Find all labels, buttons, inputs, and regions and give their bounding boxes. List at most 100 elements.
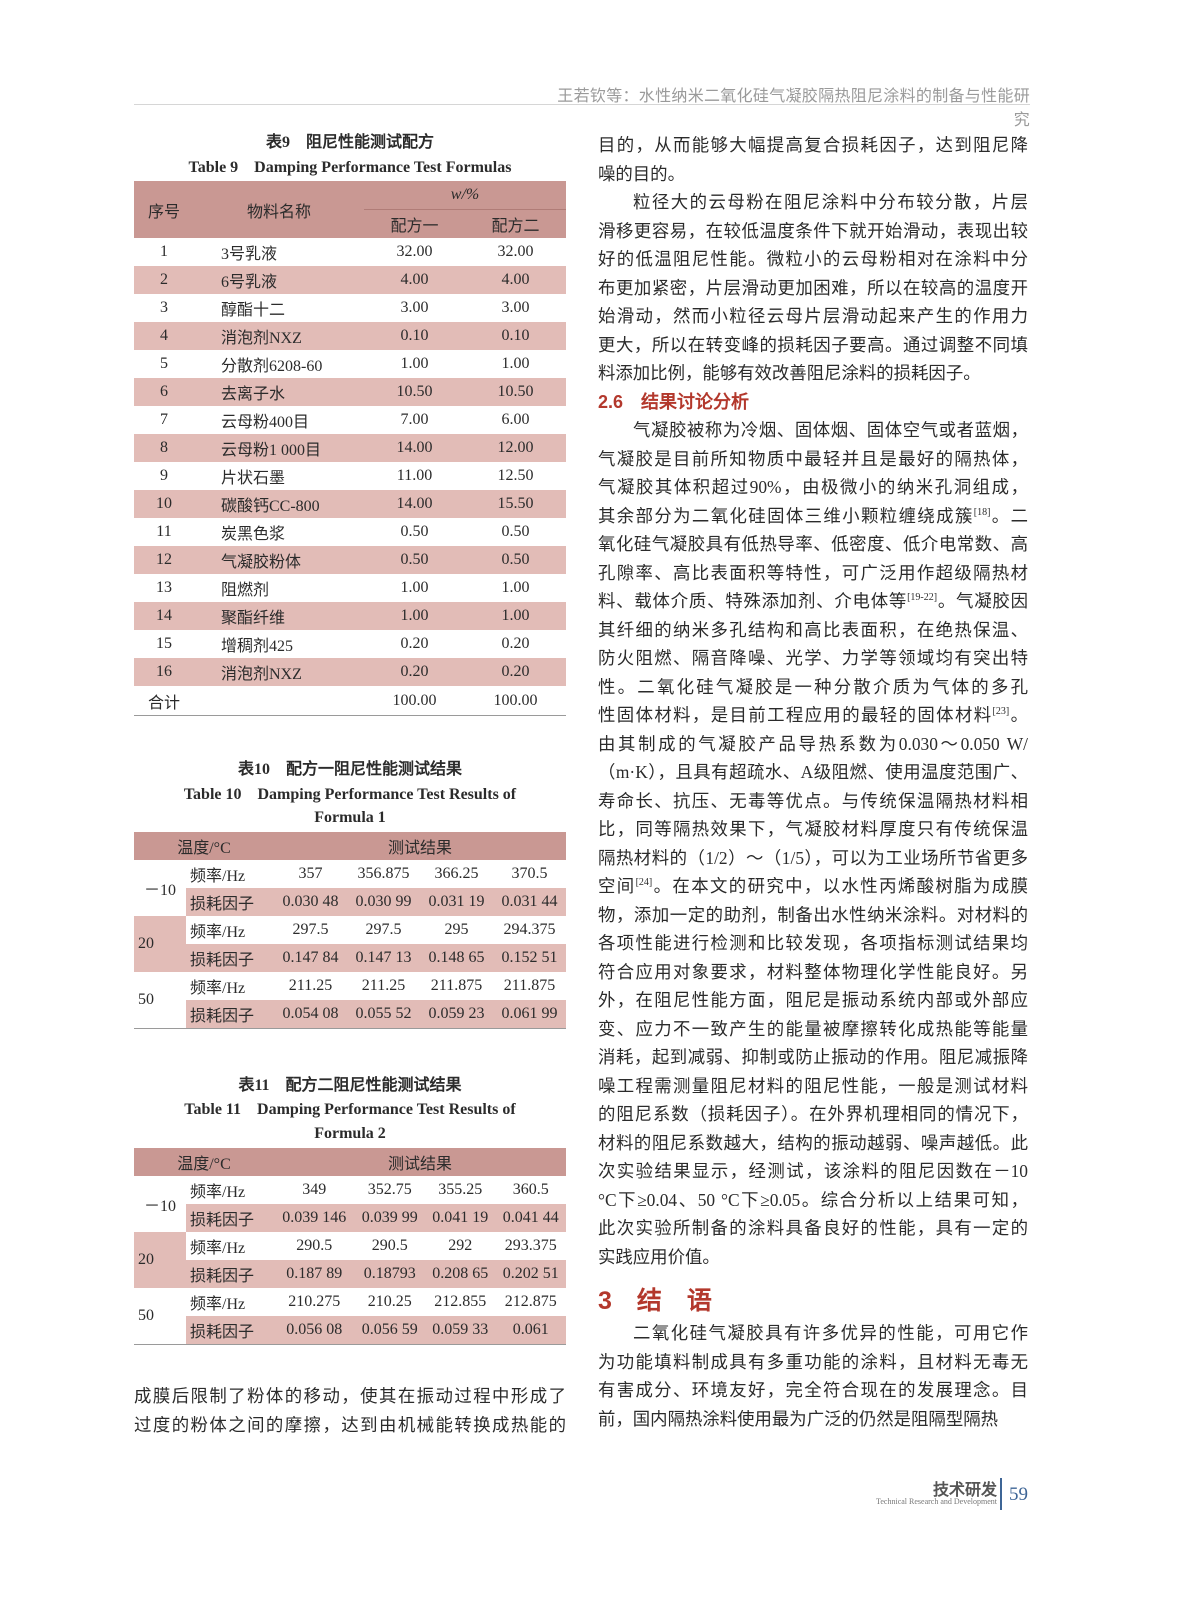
cell-formula-1: 32.00 (396, 243, 433, 260)
cell-formula-1: 0.10 (400, 327, 429, 344)
text-segment: 前，国内隔热涂料使用最为广泛的仍然是阻隔型隔热 (598, 1408, 998, 1429)
text-segment: （m·K），且具有超疏水、A级阻燃、使用温度范围广、 (598, 762, 1028, 782)
text-segment: 空间 (598, 876, 636, 896)
text-segment: 布更加紧密，片层滑动更加困难，所以在较高的温度开 (598, 277, 1028, 298)
text-line: 有害成分、环境友好，完全符合现在的发展理念。目 (598, 1376, 1028, 1405)
cell-no: 13 (156, 579, 172, 596)
cell-frequency: 297.5 (292, 921, 329, 938)
cell-frequency: 210.275 (288, 1293, 341, 1310)
table-row-loss-factor: 损耗因子 0.054 08 0.055 52 0.059 23 0.061 99 (134, 1000, 566, 1029)
cell-frequency: 292 (448, 1237, 473, 1254)
text-line: 材料的阻尼系数越大，结构的振动越弱、噪声越低。此 (598, 1129, 1028, 1158)
cell-no: 2 (160, 271, 168, 288)
text-segment: 好的低温阻尼性能。微粒小的云母粉相对在涂料中分 (598, 249, 1028, 269)
text-line: 始滑动，然而小粒径云母片层滑动起来产生的作用力 (598, 302, 1028, 331)
cell-formula-2: 1.00 (501, 355, 530, 372)
cell-formula-1: 1.00 (400, 355, 429, 372)
cell-formula-2: 0.10 (501, 327, 530, 344)
text-line: 目的，从而能够大幅提高复合损耗因子，达到阻尼降 (598, 131, 1028, 160)
text-segment: 目的，从而能够大幅提高复合损耗因子，达到阻尼降 (598, 135, 1028, 155)
text-segment: 次实验结果显示，经测试，该涂料的阻尼因数在－10 (598, 1161, 1028, 1181)
cell-freq-label: 频率/Hz (190, 980, 246, 997)
cell-formula-2: 12.50 (497, 467, 534, 484)
table-header-row: 序号 物料名称 w/% (134, 181, 566, 221)
header-unit: w/% (364, 181, 566, 210)
text-segment: 外，在阻尼性能方面，阻尼是振动系统内部或外部应 (598, 990, 1028, 1010)
cell-formula-1: 14.00 (396, 495, 433, 512)
cell-temperature: －10 (143, 882, 176, 899)
cell-loss-factor: 0.056 59 (361, 1321, 418, 1338)
text-segment: 材料的阻尼系数越大，结构的振动越弱、噪声越低。此 (598, 1132, 1028, 1153)
footer-section-cn: 技术研发 (932, 1482, 997, 1499)
cell-no: 14 (156, 607, 172, 624)
text-segment: 为功能填料制成具有多重功能的涂料，且材料无毒无 (598, 1351, 1028, 1372)
cell-loss-factor: 0.059 23 (428, 1005, 485, 1022)
text-line: 前，国内隔热涂料使用最为广泛的仍然是阻隔型隔热 (598, 1405, 1028, 1434)
cell-material: 6号乳液 (221, 274, 278, 291)
text-line: °C下≥0.04、50 °C下≥0.05。综合分析以上结果可知， (598, 1186, 1028, 1215)
cell-frequency: 356.875 (357, 865, 410, 882)
text-line: 为功能填料制成具有多重功能的涂料，且材料无毒无 (598, 1348, 1028, 1377)
text-segment: 其纤细的纳米多孔结构和高比表面积，在绝热保温、 (598, 619, 1028, 640)
running-title: 王若钦等：水性纳米二氧化硅气凝胶隔热阻尼涂料的制备与性能研究 (557, 88, 1030, 129)
text-segment: 有害成分、环境友好，完全符合现在的发展理念。目 (598, 1380, 1028, 1400)
cell-frequency: 297.5 (365, 921, 402, 938)
header-temp: 温度/°C (177, 840, 231, 857)
text-line: 外，在阻尼性能方面，阻尼是振动系统内部或外部应 (598, 986, 1028, 1015)
cell-loss-label: 损耗因子 (190, 952, 255, 969)
cell-material: 阻燃剂 (221, 582, 270, 599)
text-line: 消耗，起到减弱、抑制或防止振动的作用。阻尼减振降 (598, 1043, 1028, 1072)
text-segment: 孔隙率、高比表面积等特性，可广泛用作超级隔热材 (598, 562, 1028, 583)
text-line: 防火阻燃、隔音降噪、光学、力学等领域均有突出特 (598, 644, 1028, 673)
paragraph-3: 气凝胶被称为冷烟、固体烟、固体空气或者蓝烟， 气凝胶是目前所知物质中最轻并且是最好… (598, 416, 1028, 1271)
cell-frequency: 349 (302, 1181, 327, 1198)
cell-formula-2: 4.00 (501, 271, 530, 288)
cell-loss-factor: 0.041 19 (432, 1209, 489, 1226)
text-line: 布更加紧密，片层滑动更加困难，所以在较高的温度开 (598, 274, 1028, 303)
cell-loss-factor: 0.030 99 (355, 893, 412, 910)
cell-frequency: 212.875 (504, 1293, 557, 1310)
cell-formula-2: 0.20 (501, 635, 530, 652)
table-header-row: 温度/°C 测试结果 (134, 1148, 566, 1176)
cell-frequency: 210.25 (367, 1293, 412, 1310)
cell-temperature: 50 (134, 1288, 186, 1345)
page-number: 59 (1009, 1484, 1028, 1505)
cell-no: 3 (160, 299, 168, 316)
table-row: 16 消泡剂NXZ 0.20 0.20 (134, 658, 566, 686)
text-line: 实践应用价值。 (598, 1243, 1028, 1272)
text-line: 料添加比例，能够有效改善阻尼涂料的损耗因子。 (598, 359, 1028, 388)
cell-no: 15 (156, 635, 172, 652)
cell-loss-factor: 0.031 44 (501, 893, 558, 910)
text-segment: 此次实验所制备的涂料具备良好的性能，具有一定的 (598, 1218, 1028, 1238)
table-row-frequency: 20 频率/Hz 297.5 297.5 295 294.375 (134, 916, 566, 972)
header-divider (134, 104, 1030, 105)
cell-loss-factor: 0.055 52 (355, 1005, 412, 1022)
cell-freq-label: 频率/Hz (190, 924, 246, 941)
cell-loss-label: 损耗因子 (190, 1268, 255, 1285)
text-line: 气凝胶被称为冷烟、固体烟、固体空气或者蓝烟， (598, 416, 1028, 445)
cell-loss-factor: 0.061 99 (501, 1005, 558, 1022)
text-line: 空间[24]。在本文的研究中，以水性丙烯酸树脂为成膜 (598, 872, 1028, 901)
cell-frequency: 211.25 (288, 977, 333, 994)
cell-no: 9 (160, 467, 168, 484)
cell-freq-label: 频率/Hz (190, 1240, 246, 1257)
cell-loss-factor: 0.208 65 (432, 1265, 489, 1282)
text-line: 粒径大的云母粉在阻尼涂料中分布较分散，片层 (598, 188, 1028, 217)
citation: [23] (992, 706, 1010, 717)
text-segment: 消耗，起到减弱、抑制或防止振动的作用。阻尼减振降 (598, 1047, 1028, 1067)
text-segment: 。气凝胶因 (937, 591, 1028, 611)
header-result: 测试结果 (387, 1156, 452, 1173)
cell-frequency: 290.5 (296, 1237, 333, 1254)
cell-formula-2: 15.50 (497, 495, 534, 512)
text-line: 次实验结果显示，经测试，该涂料的阻尼因数在－10 (598, 1157, 1028, 1186)
citation: [18] (973, 506, 991, 518)
cell-formula-2: 0.50 (501, 523, 530, 540)
cell-loss-factor: 0.059 33 (432, 1321, 489, 1338)
cell-frequency: 370.5 (511, 865, 548, 882)
cell-no: 11 (156, 523, 172, 540)
table9-title-cn: 表9 阻尼性能测试配方 (265, 134, 434, 151)
text-segment: 其余部分为二氧化硅固体三维小颗粒缠绕成簇 (598, 505, 974, 526)
header-formula-1: 配方一 (390, 218, 439, 235)
text-line: 好的低温阻尼性能。微粒小的云母粉相对在涂料中分 (598, 245, 1028, 274)
table9: 序号 物料名称 w/% 配方一 配方二 1 3号乳液 32.00 32.00 2 6号乳液 4.00 4… (134, 181, 566, 716)
